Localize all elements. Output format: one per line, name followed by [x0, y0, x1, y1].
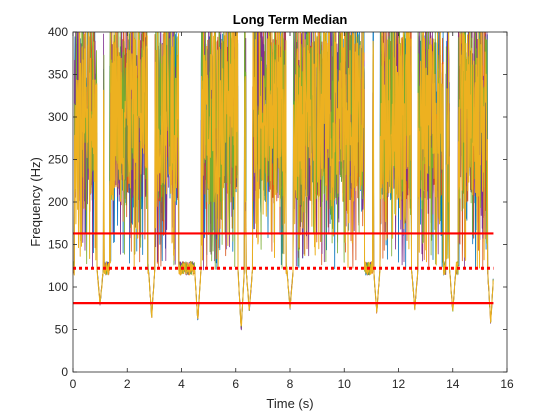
y-tick-label: 150: [48, 238, 68, 252]
reference-lines: [73, 232, 494, 305]
x-tick-label: 12: [392, 377, 406, 391]
y-tick-label: 0: [61, 365, 68, 379]
x-tick-label: 10: [338, 377, 352, 391]
x-tick-label: 16: [500, 377, 514, 391]
y-tick-label: 250: [48, 153, 68, 167]
x-tick-label: 14: [446, 377, 460, 391]
y-axis-ticks: 0 50 100 150 200 250 300 350 400: [48, 25, 507, 379]
series-line: [73, 32, 494, 326]
x-axis-label: Time (s): [266, 396, 313, 411]
y-tick-label: 300: [48, 110, 68, 124]
x-axis-ticks: 0 2 4 6 8 10 12 14 16: [70, 32, 514, 391]
series-layer: [73, 32, 494, 331]
y-tick-label: 50: [55, 323, 69, 337]
x-tick-label: 6: [232, 377, 239, 391]
y-tick-label: 400: [48, 25, 68, 39]
x-tick-label: 8: [287, 377, 294, 391]
y-axis-label: Frequency (Hz): [28, 157, 43, 247]
x-tick-label: 2: [124, 377, 131, 391]
x-tick-label: 4: [178, 377, 185, 391]
chart-title: Long Term Median: [233, 12, 348, 27]
y-tick-label: 200: [48, 195, 68, 209]
y-tick-label: 350: [48, 68, 68, 82]
x-tick-label: 0: [70, 377, 77, 391]
y-tick-label: 100: [48, 280, 68, 294]
